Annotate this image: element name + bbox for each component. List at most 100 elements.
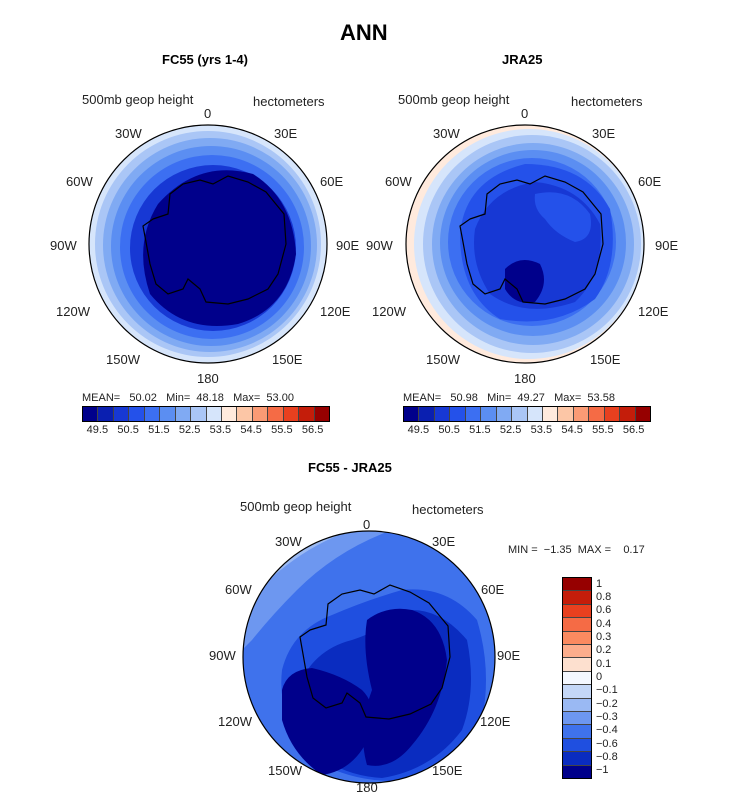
colorbar-swatch xyxy=(620,407,636,421)
colorbar-swatch xyxy=(563,578,591,592)
colorbar-tick-label: 55.5 xyxy=(271,424,293,436)
main-title: ANN xyxy=(340,20,388,45)
colorbar-tick-label: 0 xyxy=(596,671,603,683)
colorbar-swatch xyxy=(160,407,176,421)
panel3-lon-150e: 150E xyxy=(432,763,463,778)
colorbar-swatch xyxy=(206,407,222,421)
colorbar-swatch xyxy=(563,591,591,605)
panel1-units: hectometers xyxy=(253,94,325,109)
colorbar-swatch xyxy=(563,631,591,646)
colorbar-swatch xyxy=(221,407,238,421)
colorbar-swatch xyxy=(237,407,253,421)
panel1-lon-150e: 150E xyxy=(272,352,303,367)
panel3-lon-60e: 60E xyxy=(481,582,505,597)
colorbar-swatch xyxy=(450,407,466,421)
colorbar-swatch xyxy=(268,407,284,421)
panel3-field-label: 500mb geop height xyxy=(240,499,352,514)
panel1-lon-90w: 90W xyxy=(50,238,77,253)
colorbar-swatch xyxy=(314,407,329,421)
panel1-lon-150w: 150W xyxy=(106,352,140,367)
panel2-lon-60w: 60W xyxy=(385,174,412,189)
colorbar-tick-label: 52.5 xyxy=(178,424,201,436)
colorbar-tick-label: 0.4 xyxy=(596,617,612,630)
panel3-lon-0: 0 xyxy=(363,517,371,532)
panel2-map xyxy=(405,124,645,364)
colorbar-swatch xyxy=(512,407,528,421)
colorbar-swatch xyxy=(558,407,574,421)
panel3-colorbar xyxy=(562,577,592,779)
panel3-coastline xyxy=(299,584,451,720)
panel1-lon-180: 180 xyxy=(197,371,219,386)
colorbar-swatch xyxy=(563,618,591,632)
colorbar-tick-label: 51.5 xyxy=(148,424,170,436)
panel2-lon-120e: 120E xyxy=(638,304,669,319)
colorbar-swatch xyxy=(191,407,207,421)
colorbar-swatch xyxy=(563,604,591,619)
colorbar-swatch xyxy=(175,407,192,421)
colorbar-tick-label: −0.8 xyxy=(596,751,618,763)
panel2-lon-0: 0 xyxy=(521,106,529,121)
colorbar-swatch xyxy=(465,407,482,421)
colorbar-tick-label: −0.4 xyxy=(596,724,618,737)
panel1-lon-0: 0 xyxy=(204,106,212,121)
panel2-units: hectometers xyxy=(571,94,643,109)
colorbar-swatch xyxy=(83,407,99,421)
panel1-lon-60w: 60W xyxy=(66,174,93,189)
panel1-map xyxy=(88,124,328,364)
colorbar-tick-label: −0.6 xyxy=(596,737,618,750)
panel1-lon-30w: 30W xyxy=(115,126,142,141)
colorbar-tick-label: −0.1 xyxy=(596,684,618,697)
colorbar-swatch xyxy=(563,738,591,753)
colorbar-tick-label: 51.5 xyxy=(469,424,491,436)
panel3-lon-60w: 60W xyxy=(225,582,252,597)
colorbar-tick-label: 53.5 xyxy=(209,424,232,436)
panel2-title: JRA25 xyxy=(502,52,543,67)
colorbar-swatch xyxy=(563,765,591,779)
colorbar-swatch xyxy=(434,407,451,421)
panel2-lon-180: 180 xyxy=(514,371,536,386)
panel3-lon-30e: 30E xyxy=(432,534,456,549)
panel1-lon-60e: 60E xyxy=(320,174,344,189)
panel3-minmax: MIN = −1.35 MAX = 0.17 xyxy=(508,544,645,556)
colorbar-swatch xyxy=(252,407,269,421)
colorbar-swatch xyxy=(404,407,420,421)
panel1-lon-120e: 120E xyxy=(320,304,351,319)
colorbar-swatch xyxy=(144,407,161,421)
panel3-title: FC55 - JRA25 xyxy=(308,460,392,475)
panel1-stats: MEAN= 50.02 Min= 48.18 Max= 53.00 xyxy=(82,392,294,404)
panel2-lon-150w: 150W xyxy=(426,352,460,367)
colorbar-tick-label: 0.1 xyxy=(596,657,612,670)
colorbar-swatch xyxy=(563,671,591,686)
panel1-coastline xyxy=(142,175,287,305)
colorbar-tick-label: 49.5 xyxy=(407,424,430,436)
panel1-lon-30e: 30E xyxy=(274,126,298,141)
panel3-units: hectometers xyxy=(412,502,484,517)
colorbar-swatch xyxy=(129,407,145,421)
colorbar-tick-label: 54.5 xyxy=(240,424,262,436)
panel2-colorbar xyxy=(403,406,651,422)
panel2-field-label: 500mb geop height xyxy=(398,92,510,107)
panel3-lon-120e: 120E xyxy=(480,714,511,729)
colorbar-swatch xyxy=(563,725,591,739)
colorbar-tick-label: 56.5 xyxy=(301,424,324,436)
panel3-lon-90w: 90W xyxy=(209,648,236,663)
colorbar-tick-label: 0.2 xyxy=(596,644,612,657)
colorbar-swatch xyxy=(563,712,591,726)
panel2-lon-90w: 90W xyxy=(366,238,393,253)
colorbar-tick-label: 1 xyxy=(596,577,603,590)
colorbar-swatch xyxy=(481,407,497,421)
colorbar-swatch xyxy=(563,752,591,766)
panel3-lon-30w: 30W xyxy=(275,534,302,549)
panel1-colorbar xyxy=(82,406,330,422)
colorbar-swatch xyxy=(563,685,591,699)
colorbar-swatch xyxy=(527,407,543,421)
colorbar-tick-label: 0.3 xyxy=(596,631,612,643)
colorbar-tick-label: 49.5 xyxy=(86,424,109,436)
panel1-lon-90e: 90E xyxy=(336,238,360,253)
colorbar-swatch xyxy=(573,407,590,421)
colorbar-swatch xyxy=(283,407,300,421)
panel2-lon-30w: 30W xyxy=(433,126,460,141)
panel2-lon-120w: 120W xyxy=(372,304,406,319)
colorbar-tick-label: 0.8 xyxy=(596,591,612,603)
colorbar-tick-label: 50.5 xyxy=(438,424,460,436)
